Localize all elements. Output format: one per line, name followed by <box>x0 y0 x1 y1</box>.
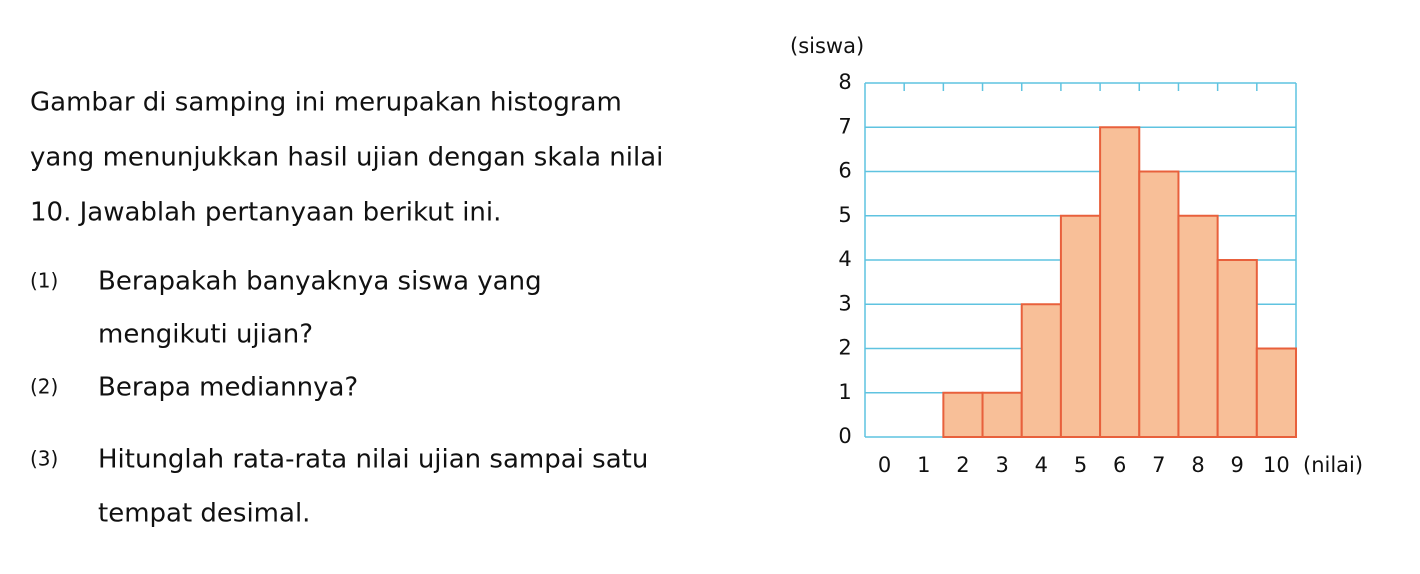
bar <box>942 391 984 438</box>
question-line: Hitunglah rata-rata nilai ujian sampai s… <box>98 445 648 475</box>
x-tick-label: 9 <box>1231 453 1244 477</box>
y-tick-label: 4 <box>838 247 851 271</box>
bar <box>1059 214 1102 438</box>
paragraph-line: yang menunjukkan hasil ujian dengan skal… <box>30 143 663 173</box>
y-tick-label: 8 <box>838 70 851 94</box>
bar <box>1099 126 1141 438</box>
question-line: tempat desimal. <box>98 499 310 529</box>
x-tick-label: 10 <box>1263 453 1290 477</box>
bar <box>1020 303 1062 438</box>
bar <box>1216 259 1258 438</box>
x-tick-label: 4 <box>1035 453 1048 477</box>
question-number: (1) <box>30 269 58 293</box>
x-tick-label: 0 <box>878 453 891 477</box>
x-tick-label: 8 <box>1191 453 1204 477</box>
y-tick-label: 7 <box>838 114 851 138</box>
y-tick-label: 3 <box>838 291 851 315</box>
y-tick-label: 1 <box>838 380 851 404</box>
bar <box>981 391 1023 438</box>
y-tick-label: 5 <box>838 203 851 227</box>
question-number: (3) <box>30 447 58 471</box>
x-tick-label: 6 <box>1113 453 1126 477</box>
x-tick-label: 3 <box>995 453 1008 477</box>
bar <box>1177 214 1219 438</box>
y-tick-label: 6 <box>838 159 851 183</box>
question-line: Berapakah banyaknya siswa yang <box>98 267 542 297</box>
question-number: (2) <box>30 375 58 399</box>
y-axis-label: (siswa) <box>790 34 864 58</box>
paragraph-line: 10. Jawablah pertanyaan berikut ini. <box>30 198 501 228</box>
x-tick-label: 5 <box>1074 453 1087 477</box>
x-tick-label: 2 <box>956 453 969 477</box>
x-tick-label: 7 <box>1152 453 1165 477</box>
y-tick-label: 0 <box>838 424 851 448</box>
x-tick-label: 1 <box>917 453 930 477</box>
question-line: mengikuti ujian? <box>98 320 313 350</box>
bar <box>1138 170 1180 438</box>
question-line: Berapa mediannya? <box>98 373 358 403</box>
paragraph-line: Gambar di samping ini merupakan histogra… <box>30 88 622 118</box>
y-tick-label: 2 <box>838 336 851 360</box>
x-axis-label: (nilai) <box>1303 453 1363 477</box>
bar <box>1255 347 1298 438</box>
